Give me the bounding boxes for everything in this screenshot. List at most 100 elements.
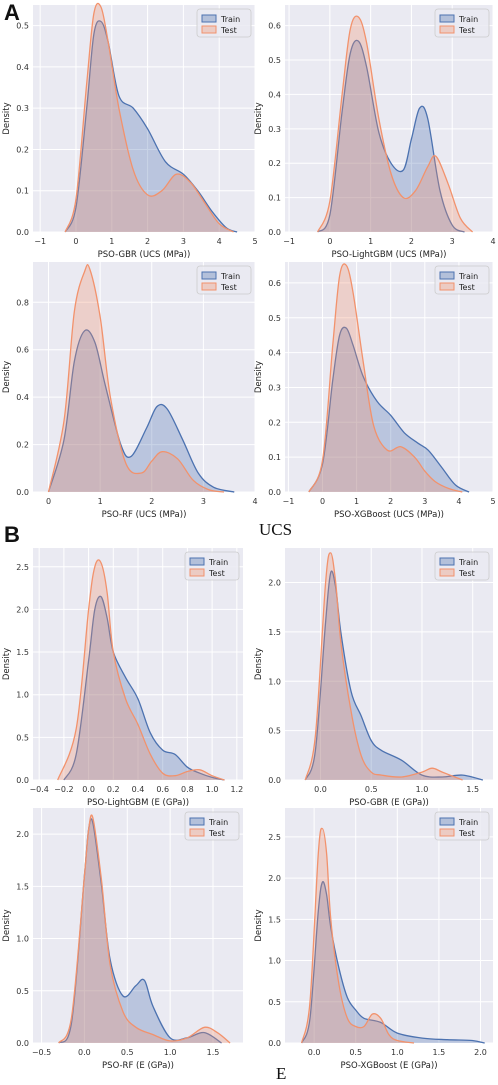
x-tick-label: 0.0	[82, 785, 95, 794]
y-tick-label: 0.0	[16, 776, 29, 785]
y-axis-label: Density	[2, 648, 12, 680]
legend-label-train: Train	[458, 818, 478, 827]
density-area-test	[48, 264, 224, 492]
y-tick-label: 1.5	[268, 915, 281, 924]
y-tick-label: 0.2	[16, 145, 29, 154]
legend-label-train: Train	[208, 558, 228, 567]
legend-label-train: Train	[458, 558, 478, 567]
y-tick-label: 0.5	[268, 727, 281, 736]
x-tick-label: 1.5	[466, 785, 479, 794]
x-tick-label: 0.8	[181, 785, 194, 794]
legend-label-test: Test	[458, 829, 475, 838]
x-tick-label: 0.5	[349, 1048, 362, 1057]
caption-ucs: UCS	[259, 520, 293, 539]
y-axis-label: Density	[2, 361, 12, 393]
y-tick-label: 0.6	[268, 279, 281, 288]
density-area-train	[301, 881, 485, 1043]
x-tick-label: 0	[73, 237, 78, 246]
y-tick-label: 0.2	[16, 441, 29, 450]
x-tick-label: 0.6	[156, 785, 169, 794]
legend-swatch-test	[439, 282, 455, 291]
legend: Train Test	[434, 811, 490, 841]
density-line-train	[304, 570, 484, 781]
density-line-test	[304, 552, 463, 781]
x-tick-label: 3	[181, 237, 186, 246]
y-tick-label: 0.5	[268, 998, 281, 1007]
y-tick-label: 1.5	[16, 648, 29, 657]
y-tick-label: 0.0	[268, 1039, 281, 1048]
legend-swatch-train	[189, 817, 205, 826]
y-tick-label: 0.0	[16, 488, 29, 497]
legend-label-test: Test	[208, 829, 225, 838]
plot-background	[33, 808, 243, 1043]
x-tick-label: −1	[34, 237, 46, 246]
x-tick-label: 2	[388, 497, 393, 506]
y-tick-label: 0.0	[16, 228, 29, 237]
chart-8: 0.0 0.5 1.0 1.5 2.0 0.0 0.5 1.0 1.5 2.0 2.5 PSO-XGB…	[254, 808, 493, 1071]
plot-background	[285, 548, 493, 780]
y-tick-label: 0.0	[16, 1039, 29, 1048]
panel-letter-a: A	[4, 0, 20, 25]
y-tick-label: 0.3	[268, 383, 281, 392]
y-tick-label: 0.5	[16, 733, 29, 742]
x-tick-label: 0.0	[78, 1048, 91, 1057]
caption-e: E	[276, 1064, 287, 1083]
legend-swatch-test	[439, 568, 455, 577]
x-tick-label: 3	[201, 497, 206, 506]
y-tick-label: 1.0	[268, 957, 281, 966]
x-tick-label: 1	[109, 237, 114, 246]
y-tick-label: 1.0	[16, 935, 29, 944]
legend-swatch-train	[201, 271, 217, 280]
plot-background	[33, 5, 255, 232]
x-tick-label: 1.0	[206, 785, 219, 794]
density-line-train	[300, 880, 485, 1044]
x-tick-label: 3	[450, 237, 455, 246]
y-tick-label: 2.0	[16, 830, 29, 839]
legend: Train Test	[434, 8, 490, 38]
density-area-test	[58, 814, 231, 1043]
x-tick-label: 0.0	[314, 785, 327, 794]
density-area-test	[308, 263, 463, 492]
legend-swatch-train	[439, 817, 455, 826]
y-tick-label: 0.1	[16, 187, 29, 196]
y-tick-label: 0.4	[268, 90, 281, 99]
legend-label-train: Train	[458, 15, 478, 24]
x-tick-label: 0.5	[121, 1048, 134, 1057]
y-tick-label: 1.0	[16, 691, 29, 700]
density-line-train	[308, 326, 470, 493]
x-axis-label: PSO-RF (E (GPa))	[102, 1061, 174, 1071]
x-tick-label: 2.0	[474, 1048, 487, 1057]
density-area-train	[305, 571, 483, 780]
legend-swatch-train	[439, 14, 455, 23]
legend-label-test: Test	[220, 26, 237, 35]
legend-swatch-train	[439, 557, 455, 566]
legend-box	[434, 811, 490, 841]
x-tick-label: 1.0	[416, 785, 429, 794]
y-axis-label: Density	[254, 909, 264, 941]
x-tick-label: 2	[149, 497, 154, 506]
x-tick-label: 4	[456, 497, 461, 506]
legend: Train Test	[184, 811, 240, 841]
density-line-test	[58, 814, 231, 1044]
x-axis-label: PSO-LightGBM (E (GPa))	[87, 798, 189, 808]
y-tick-label: 1.5	[268, 628, 281, 637]
legend-label-test: Test	[220, 283, 237, 292]
y-tick-label: 0.4	[16, 63, 29, 72]
y-tick-label: 0.0	[268, 488, 281, 497]
density-line-train	[64, 20, 238, 233]
legend-swatch-test	[189, 568, 205, 577]
chart-5: −0.4 −0.2 0.0 0.2 0.4 0.6 0.8 1.0 1.2 0.0 0.5 1.0 1.…	[2, 548, 243, 808]
plot-background	[285, 808, 493, 1043]
legend-swatch-test	[201, 282, 217, 291]
y-tick-label: 0.4	[268, 349, 281, 358]
x-axis-label: PSO-RF (UCS (MPa))	[102, 510, 187, 520]
density-area-test	[317, 16, 473, 232]
y-tick-label: 2.5	[16, 563, 29, 572]
x-tick-label: 5	[490, 497, 495, 506]
y-tick-label: 0.2	[268, 418, 281, 427]
legend-label-train: Train	[458, 272, 478, 281]
legend: Train Test	[184, 551, 240, 581]
legend-label-train: Train	[220, 15, 240, 24]
chart-2: −1 0 1 2 3 4 0.0 0.1 0.2 0.3 0.4 0.5 0.6 PSO-LightGBM…	[254, 5, 496, 260]
